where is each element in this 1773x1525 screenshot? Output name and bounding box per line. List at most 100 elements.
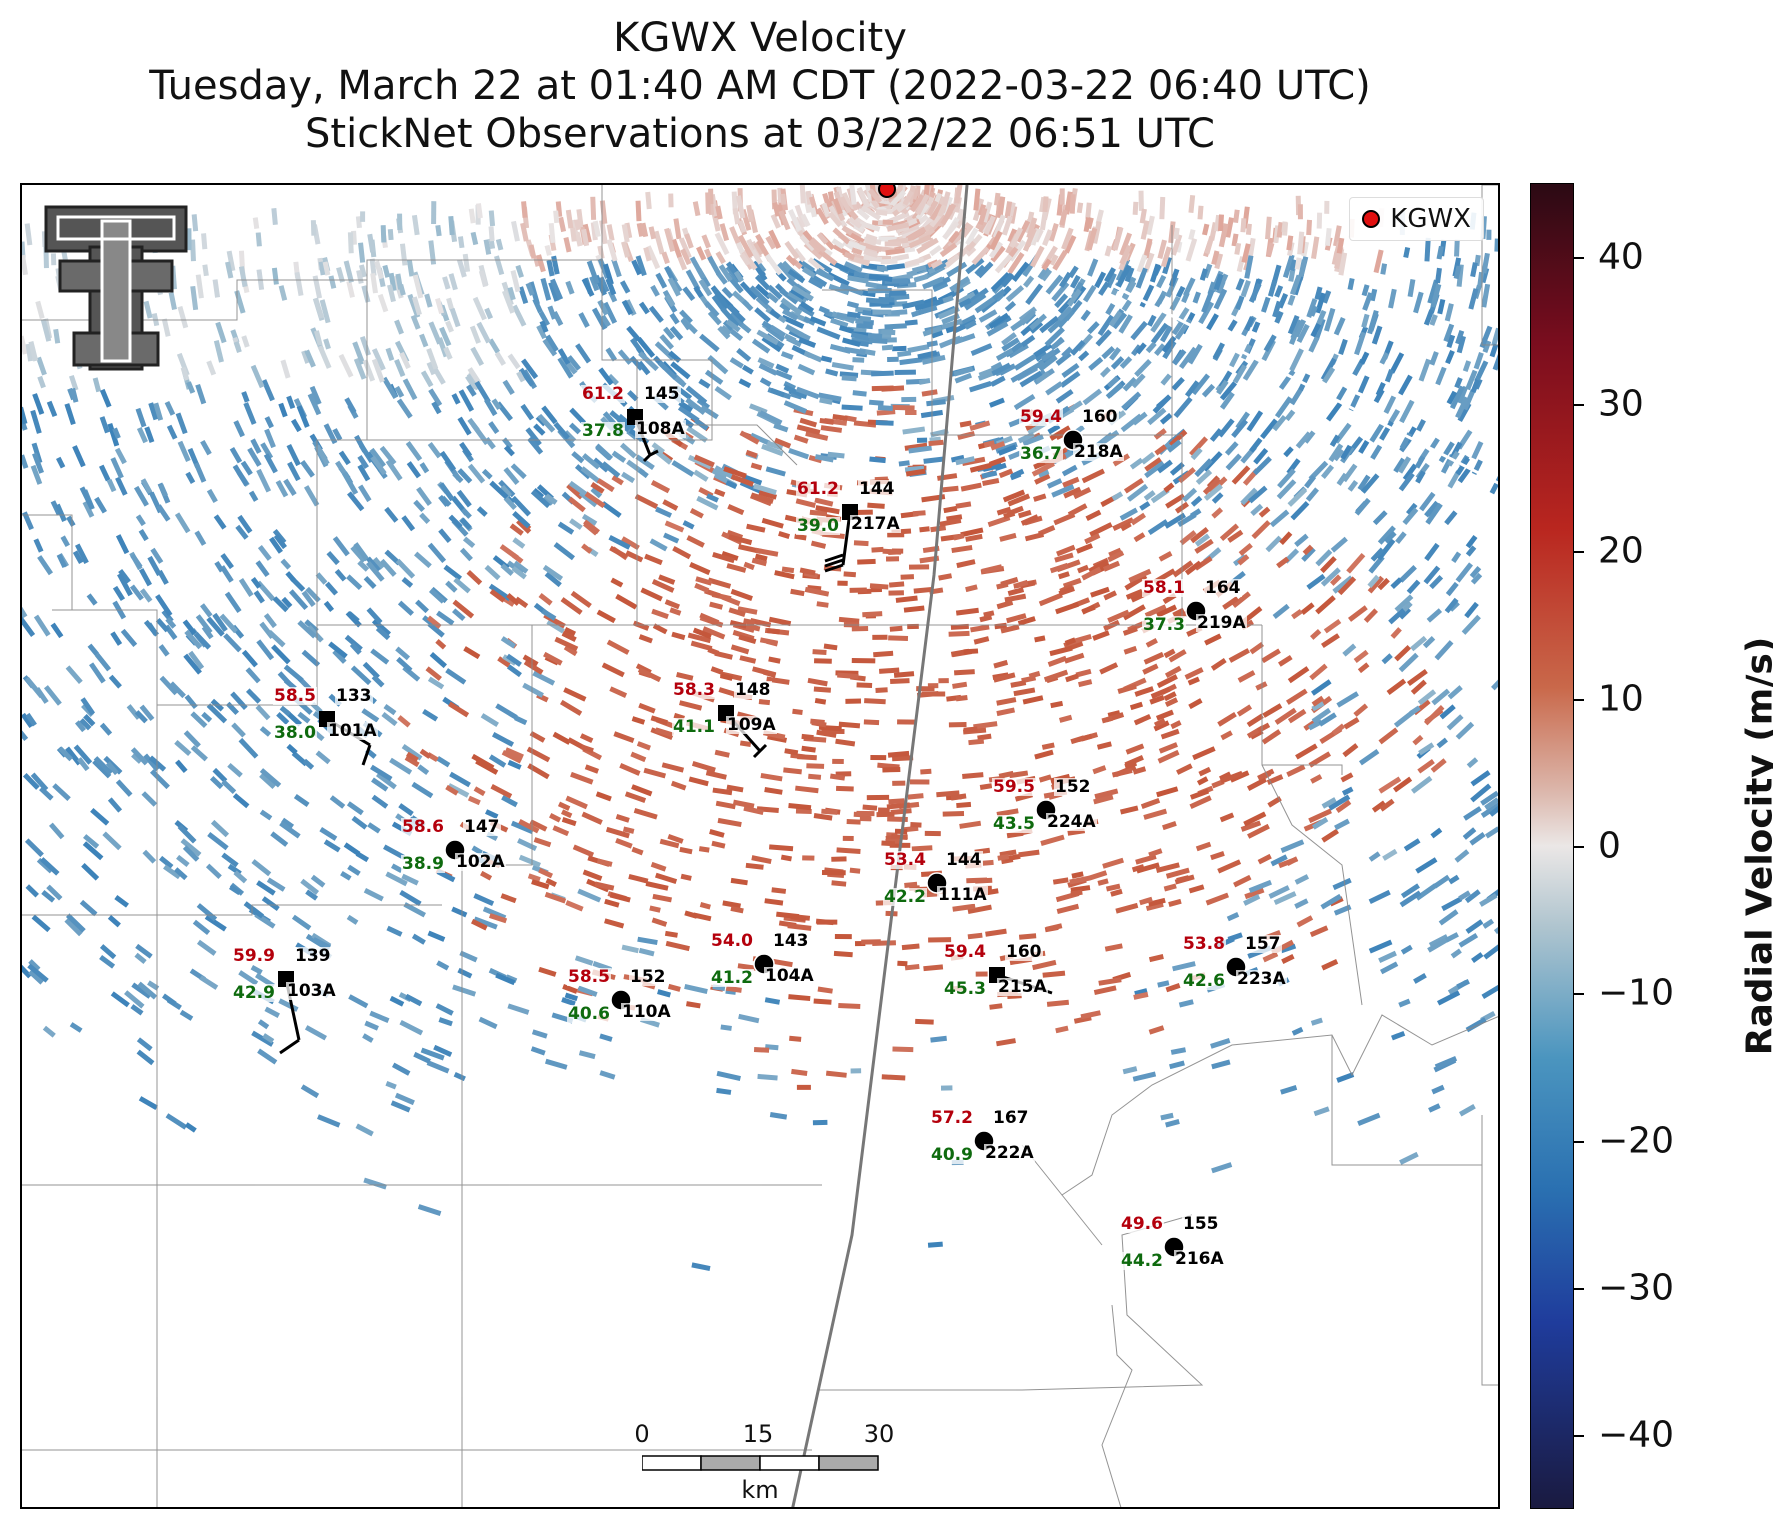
station-temp-222A: 57.2 <box>930 1108 974 1128</box>
station-id-108A: 108A <box>635 419 686 439</box>
colorbar-tick-label: 40 <box>1598 236 1644 278</box>
county-boundaries <box>22 185 1498 1507</box>
station-id-101A: 101A <box>327 721 378 741</box>
scale-label-15: 15 <box>742 1420 774 1448</box>
station-temp-224A: 59.5 <box>992 777 1036 797</box>
station-temp-109A: 58.3 <box>672 680 716 700</box>
texas-tech-double-t-logo <box>44 205 188 371</box>
colorbar-tick-mark <box>1574 1288 1584 1290</box>
station-pressure-224A: 152 <box>1054 777 1092 797</box>
station-id-216A: 216A <box>1174 1249 1225 1269</box>
title-line-2: Tuesday, March 22 at 01:40 AM CDT (2022-… <box>149 63 1371 109</box>
station-temp-110A: 58.5 <box>567 967 611 987</box>
colorbar-tick-label: 20 <box>1598 530 1644 572</box>
station-dewpoint-215A: 45.3 <box>943 979 987 999</box>
title-line-3: StickNet Observations at 03/22/22 06:51 … <box>305 111 1215 157</box>
station-pressure-218A: 160 <box>1081 407 1119 427</box>
colorbar-tick-mark <box>1574 1140 1584 1143</box>
station-dewpoint-216A: 44.2 <box>1120 1251 1164 1271</box>
station-temp-108A: 61.2 <box>581 384 625 404</box>
station-dewpoint-102A: 38.9 <box>401 854 445 874</box>
station-id-223A: 223A <box>1236 969 1287 989</box>
station-dewpoint-219A: 37.3 <box>1142 615 1186 635</box>
radar-velocity-field <box>22 185 1498 1507</box>
scale-label-0: 0 <box>634 1420 650 1448</box>
station-pressure-109A: 148 <box>734 680 772 700</box>
station-dewpoint-217A: 39.0 <box>796 516 840 536</box>
station-dewpoint-224A: 43.5 <box>992 814 1036 834</box>
station-dewpoint-111A: 42.2 <box>883 887 927 907</box>
station-pressure-103A: 139 <box>294 946 332 966</box>
station-dewpoint-223A: 42.6 <box>1182 971 1226 991</box>
figure-title: KGWX Velocity Tuesday, March 22 at 01:40… <box>20 14 1500 158</box>
colorbar-tick-label: 10 <box>1598 678 1644 720</box>
station-pressure-110A: 152 <box>629 967 667 987</box>
station-pressure-222A: 167 <box>992 1108 1030 1128</box>
station-temp-223A: 53.8 <box>1182 934 1226 954</box>
colorbar <box>1530 183 1574 1509</box>
station-id-109A: 109A <box>726 715 777 735</box>
station-temp-217A: 61.2 <box>796 479 840 499</box>
station-temp-104A: 54.0 <box>710 931 754 951</box>
colorbar-tick-label: 0 <box>1598 825 1621 867</box>
colorbar-tick-mark <box>1574 698 1584 701</box>
colorbar-tick-label: 30 <box>1598 383 1644 425</box>
station-id-111A: 111A <box>937 885 988 905</box>
station-pressure-217A: 144 <box>858 479 896 499</box>
station-temp-218A: 59.4 <box>1019 407 1063 427</box>
colorbar-tick-mark <box>1574 256 1584 259</box>
station-pressure-104A: 143 <box>772 931 810 951</box>
station-dewpoint-103A: 42.9 <box>232 983 276 1003</box>
station-dewpoint-110A: 40.6 <box>567 1004 611 1024</box>
radar-legend-marker <box>1362 210 1381 228</box>
velocity-pixels <box>22 185 1498 1271</box>
colorbar-tick-label: −10 <box>1598 972 1674 1014</box>
station-pressure-219A: 164 <box>1204 578 1242 598</box>
station-pressure-101A: 133 <box>335 686 373 706</box>
station-temp-219A: 58.1 <box>1142 578 1186 598</box>
colorbar-tick-mark <box>1574 846 1584 848</box>
station-id-218A: 218A <box>1073 442 1124 462</box>
station-id-219A: 219A <box>1196 613 1247 633</box>
radar-site-marker <box>878 185 896 198</box>
station-temp-111A: 53.4 <box>883 850 927 870</box>
station-id-222A: 222A <box>984 1143 1035 1163</box>
station-pressure-108A: 145 <box>643 384 681 404</box>
colorbar-tick-label: −20 <box>1598 1120 1674 1162</box>
station-temp-102A: 58.6 <box>401 817 445 837</box>
colorbar-tick-mark <box>1574 993 1584 996</box>
station-dewpoint-108A: 37.8 <box>581 421 625 441</box>
colorbar-tick-mark <box>1574 404 1584 406</box>
highway-line <box>791 185 969 1507</box>
scale-label-30: 30 <box>863 1420 895 1448</box>
scale-bar: 0 15 30 km <box>620 1420 894 1504</box>
station-id-103A: 103A <box>286 981 337 1001</box>
station-temp-216A: 49.6 <box>1120 1214 1164 1234</box>
station-pressure-111A: 144 <box>945 850 983 870</box>
scale-bar-segments <box>642 1455 879 1471</box>
radar-map: KGWX 61.2 145 37.8 108A 59.4 160 36.7 218A 61.2 1… <box>20 183 1500 1509</box>
station-dewpoint-109A: 41.1 <box>672 717 716 737</box>
station-dewpoint-101A: 38.0 <box>273 723 317 743</box>
legend-label: KGWX <box>1390 204 1471 234</box>
station-temp-101A: 58.5 <box>273 686 317 706</box>
station-id-104A: 104A <box>764 966 815 986</box>
colorbar-tick-mark <box>1574 1435 1584 1438</box>
station-temp-103A: 59.9 <box>232 946 276 966</box>
station-dewpoint-218A: 36.7 <box>1019 444 1063 464</box>
colorbar-title: Radial Velocity (m/s) <box>1739 636 1773 1056</box>
station-temp-215A: 59.4 <box>943 942 987 962</box>
station-pressure-102A: 147 <box>463 817 501 837</box>
scale-unit: km <box>741 1476 779 1504</box>
station-dewpoint-222A: 40.9 <box>930 1145 974 1165</box>
station-id-215A: 215A <box>997 977 1048 997</box>
station-pressure-216A: 155 <box>1182 1214 1220 1234</box>
station-id-217A: 217A <box>850 514 901 534</box>
station-id-102A: 102A <box>455 852 506 872</box>
colorbar-tick-label: −30 <box>1598 1267 1674 1309</box>
station-id-224A: 224A <box>1046 812 1097 832</box>
colorbar-tick-mark <box>1574 551 1584 554</box>
title-line-1: KGWX Velocity <box>613 15 907 61</box>
station-dewpoint-104A: 41.2 <box>710 968 754 988</box>
station-pressure-215A: 160 <box>1005 942 1043 962</box>
